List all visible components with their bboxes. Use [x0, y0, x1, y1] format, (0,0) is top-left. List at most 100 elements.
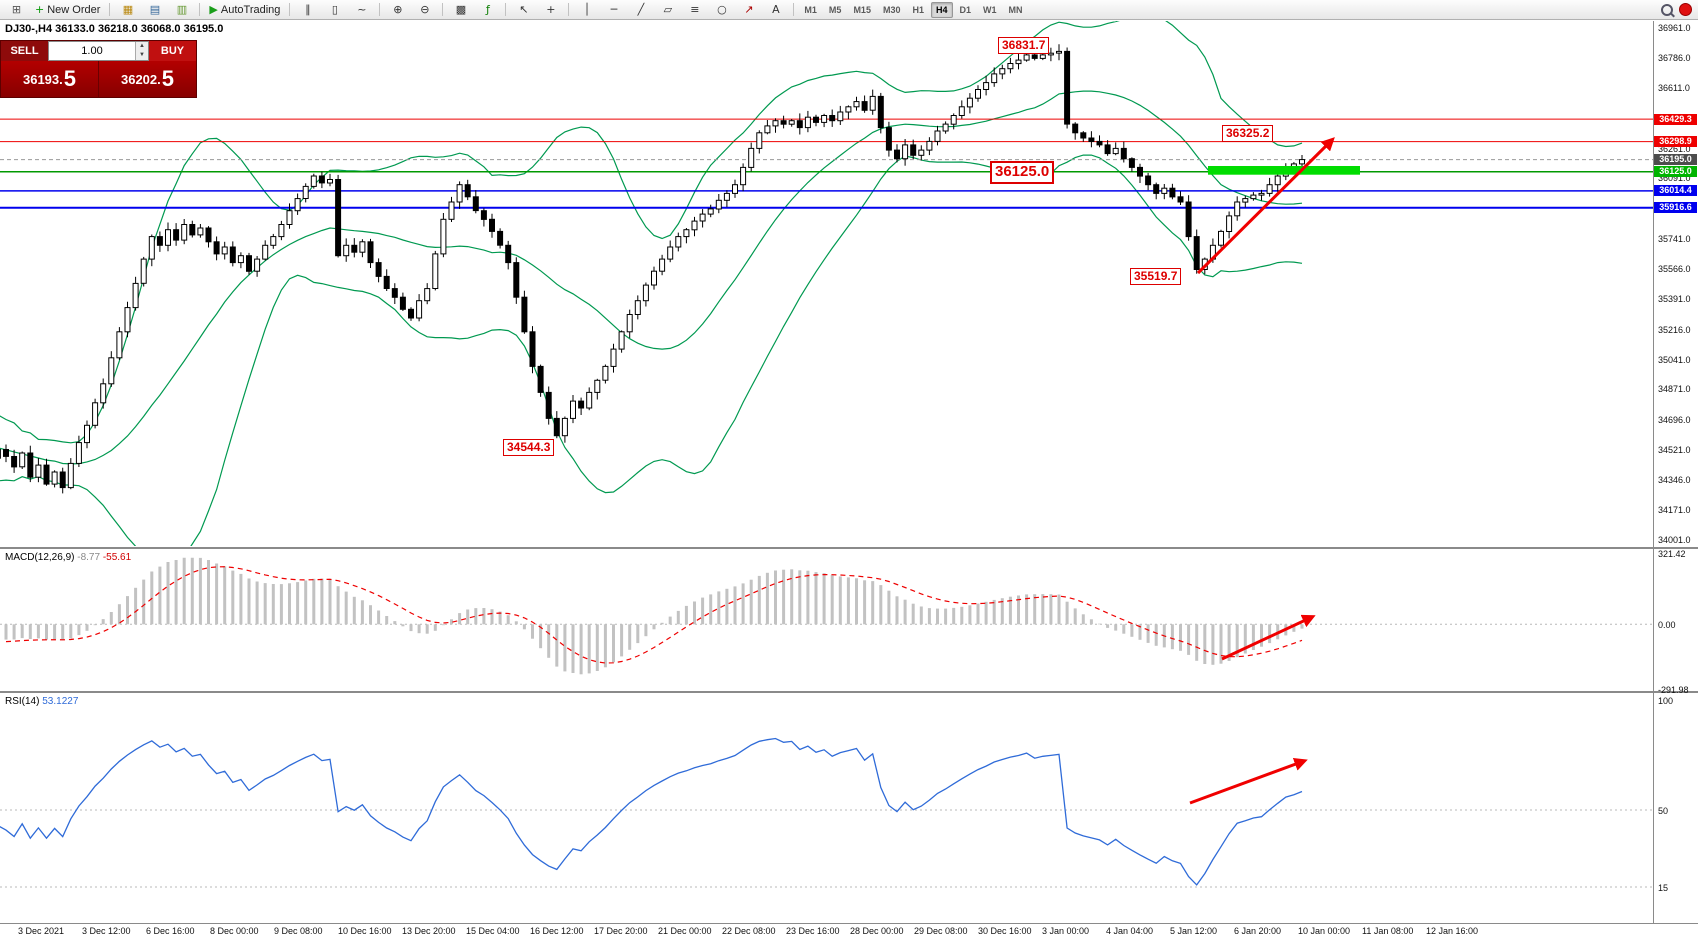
tile-windows-icon: ▩: [455, 3, 467, 16]
tile-windows-button[interactable]: ▩: [448, 1, 473, 19]
zoom-out-button[interactable]: ⊖: [412, 1, 437, 19]
price-annotation-34544.3[interactable]: 34544.3: [503, 439, 555, 456]
arrows-icon: ↗: [744, 3, 754, 16]
time-tick: 11 Jan 08:00: [1362, 926, 1414, 936]
price-annotation-36125.0[interactable]: 36125.0: [990, 161, 1055, 184]
bar-chart-icon: ∥: [305, 3, 311, 16]
time-tick: 15 Dec 04:00: [466, 926, 520, 936]
fibonacci-button[interactable]: ≡: [682, 1, 707, 19]
macd-axis-tick: 321.42: [1658, 548, 1686, 559]
volume-up-arrow-icon[interactable]: ▲: [136, 42, 148, 51]
vertical-line-button[interactable]: │: [574, 1, 599, 19]
time-tick: 9 Dec 08:00: [274, 926, 323, 936]
time-tick: 10 Jan 00:00: [1298, 926, 1351, 936]
toolbar-right-group: [1661, 3, 1694, 16]
bar-chart-button[interactable]: ∥: [295, 1, 320, 19]
price-tick: 35391.0: [1658, 294, 1691, 305]
market-watch-icon: ▤: [149, 3, 161, 16]
price-annotation-35519.7[interactable]: 35519.7: [1130, 268, 1182, 285]
sell-price[interactable]: 36193. 5: [1, 61, 99, 97]
volume-down-arrow-icon[interactable]: ▼: [136, 51, 148, 60]
autotrading-button[interactable]: ▶ AutoTrading: [205, 1, 284, 19]
indicators-button[interactable]: ƒ: [475, 1, 500, 19]
autotrading-icon: ▶: [209, 3, 218, 16]
vertical-line-icon: │: [583, 3, 591, 16]
time-tick: 8 Dec 00:00: [210, 926, 259, 936]
trend-arrow[interactable]: [1221, 614, 1316, 661]
volume-field[interactable]: 1.00 ▲ ▼: [48, 41, 149, 61]
new-order-icon: +: [35, 3, 45, 16]
channel-button[interactable]: ▱: [655, 1, 680, 19]
price-annotation-36831.7[interactable]: 36831.7: [998, 37, 1050, 54]
timeframe-MN[interactable]: MN: [1008, 4, 1023, 15]
trendline-button[interactable]: ╱: [628, 1, 653, 19]
horizontal-line-button[interactable]: ─: [601, 1, 626, 19]
navigator-icon: ▥: [176, 3, 188, 16]
timeframe-D1[interactable]: D1: [959, 4, 972, 15]
search-icon[interactable]: [1661, 3, 1673, 16]
timeframe-M30[interactable]: M30: [882, 4, 901, 15]
time-tick: 17 Dec 20:00: [594, 926, 648, 936]
zoom-out-icon: ⊖: [420, 3, 430, 16]
time-tick: 3 Dec 2021: [18, 926, 65, 936]
sell-price-main: 36193.: [22, 71, 63, 87]
text-button[interactable]: A: [763, 1, 788, 19]
timeframe-M15[interactable]: M15: [853, 4, 871, 15]
arrows-button[interactable]: ↗: [736, 1, 761, 19]
shapes-button[interactable]: ○: [709, 1, 734, 19]
volume-value[interactable]: 1.00: [81, 45, 103, 57]
timeframe-M5[interactable]: M5: [828, 4, 842, 15]
buy-price[interactable]: 36202. 5: [99, 61, 196, 97]
trend-arrow[interactable]: [1189, 757, 1308, 805]
price-line-marker: 35916.6: [1654, 202, 1697, 214]
panel-separator[interactable]: [0, 547, 1698, 549]
timeframe-W1[interactable]: W1: [983, 4, 997, 15]
main-chart-panel: [0, 21, 1653, 546]
volume-spinner[interactable]: ▲ ▼: [135, 42, 148, 60]
candlestick-chart-button[interactable]: ▯: [322, 1, 347, 19]
new-chart-button[interactable]: ⊞: [4, 1, 29, 19]
zoom-in-button[interactable]: ⊕: [385, 1, 410, 19]
panel-separator[interactable]: [0, 691, 1698, 693]
zoom-in-icon: ⊕: [393, 3, 403, 16]
toolbar-separator: [109, 3, 111, 16]
time-tick: 23 Dec 16:00: [786, 926, 840, 936]
line-chart-button[interactable]: ~: [349, 1, 374, 19]
time-tick: 29 Dec 08:00: [914, 926, 968, 936]
cursor-icon: ↖: [519, 3, 529, 16]
price-line-marker: 36429.3: [1654, 113, 1697, 125]
buy-button[interactable]: BUY: [149, 41, 196, 61]
price-line-marker: 36014.4: [1654, 185, 1697, 197]
indicators-icon: ƒ: [485, 3, 490, 16]
price-line-marker: 36195.0: [1654, 154, 1697, 166]
time-tick: 22 Dec 08:00: [722, 926, 776, 936]
crosshair-button[interactable]: +: [538, 1, 563, 19]
charts-grid-button[interactable]: ▦: [115, 1, 140, 19]
toolbar-separator: [793, 3, 795, 16]
timeframe-H1[interactable]: H1: [912, 4, 924, 15]
sell-button[interactable]: SELL: [1, 41, 48, 61]
highlight-rectangle[interactable]: [1208, 166, 1360, 175]
cursor-button[interactable]: ↖: [511, 1, 536, 19]
market-watch-button[interactable]: ▤: [142, 1, 167, 19]
horizontal-line-icon: ─: [610, 3, 618, 16]
price-tick: 34696.0: [1658, 414, 1691, 425]
time-tick: 28 Dec 00:00: [850, 926, 904, 936]
notification-icon[interactable]: [1679, 3, 1692, 16]
crosshair-icon: +: [546, 3, 556, 16]
timeframe-H4[interactable]: H4: [930, 1, 953, 18]
toolbar-separator: [442, 3, 444, 16]
rsi-panel: [0, 737, 1653, 888]
timeframe-M1[interactable]: M1: [804, 4, 817, 15]
price-tick: 34346.0: [1658, 475, 1691, 486]
price-annotation-36325.2[interactable]: 36325.2: [1222, 125, 1274, 142]
navigator-button[interactable]: ▥: [169, 1, 194, 19]
price-axis-border: [1653, 21, 1654, 923]
charts-grid-icon: ▦: [122, 3, 134, 16]
toolbar-separator: [289, 3, 291, 16]
new-chart-icon: ⊞: [11, 3, 22, 16]
new-order-button[interactable]: + New Order: [31, 1, 104, 19]
trend-arrow[interactable]: [1196, 137, 1335, 275]
